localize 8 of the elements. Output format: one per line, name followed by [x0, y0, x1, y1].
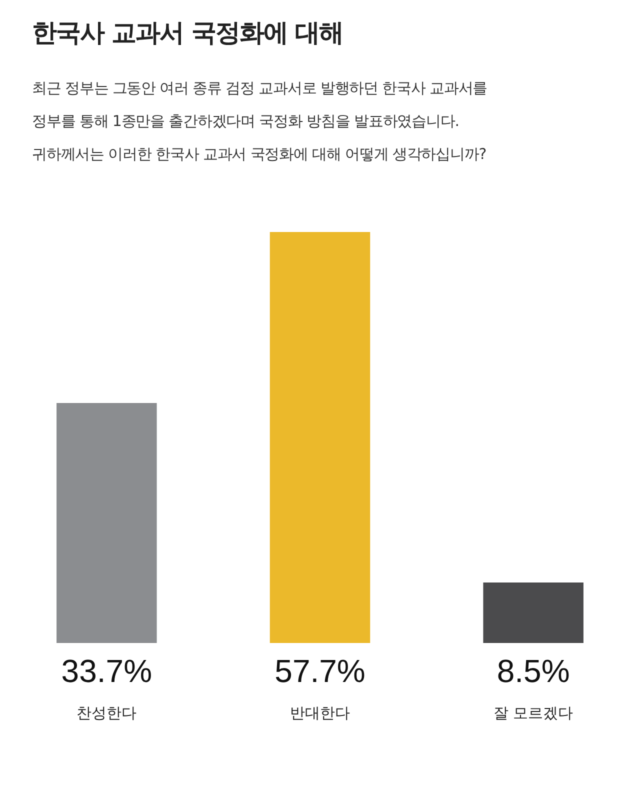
data-label: 8.5%	[496, 652, 570, 689]
x-tick-label: 잘 모르겠다	[493, 704, 574, 722]
data-label: 57.7%	[274, 652, 366, 689]
chart-subtitle: 최근 정부는 그동안 여러 종류 검정 교과서로 발행하던 한국사 교과서를 정부를 통해 1종만을 출간하겠다며 국정화 방침을 발표하였습니다. 귀하께서는 이러한 한국사 교과서 국정화에 대해 어떻게 생각하십니까?	[32, 78, 488, 165]
x-tick-label: 찬성한다	[76, 704, 137, 722]
chart-title: 한국사 교과서 국정화에 대해	[32, 17, 344, 49]
data-label: 33.7%	[61, 652, 152, 689]
x-tick-label: 반대한다	[290, 704, 350, 722]
